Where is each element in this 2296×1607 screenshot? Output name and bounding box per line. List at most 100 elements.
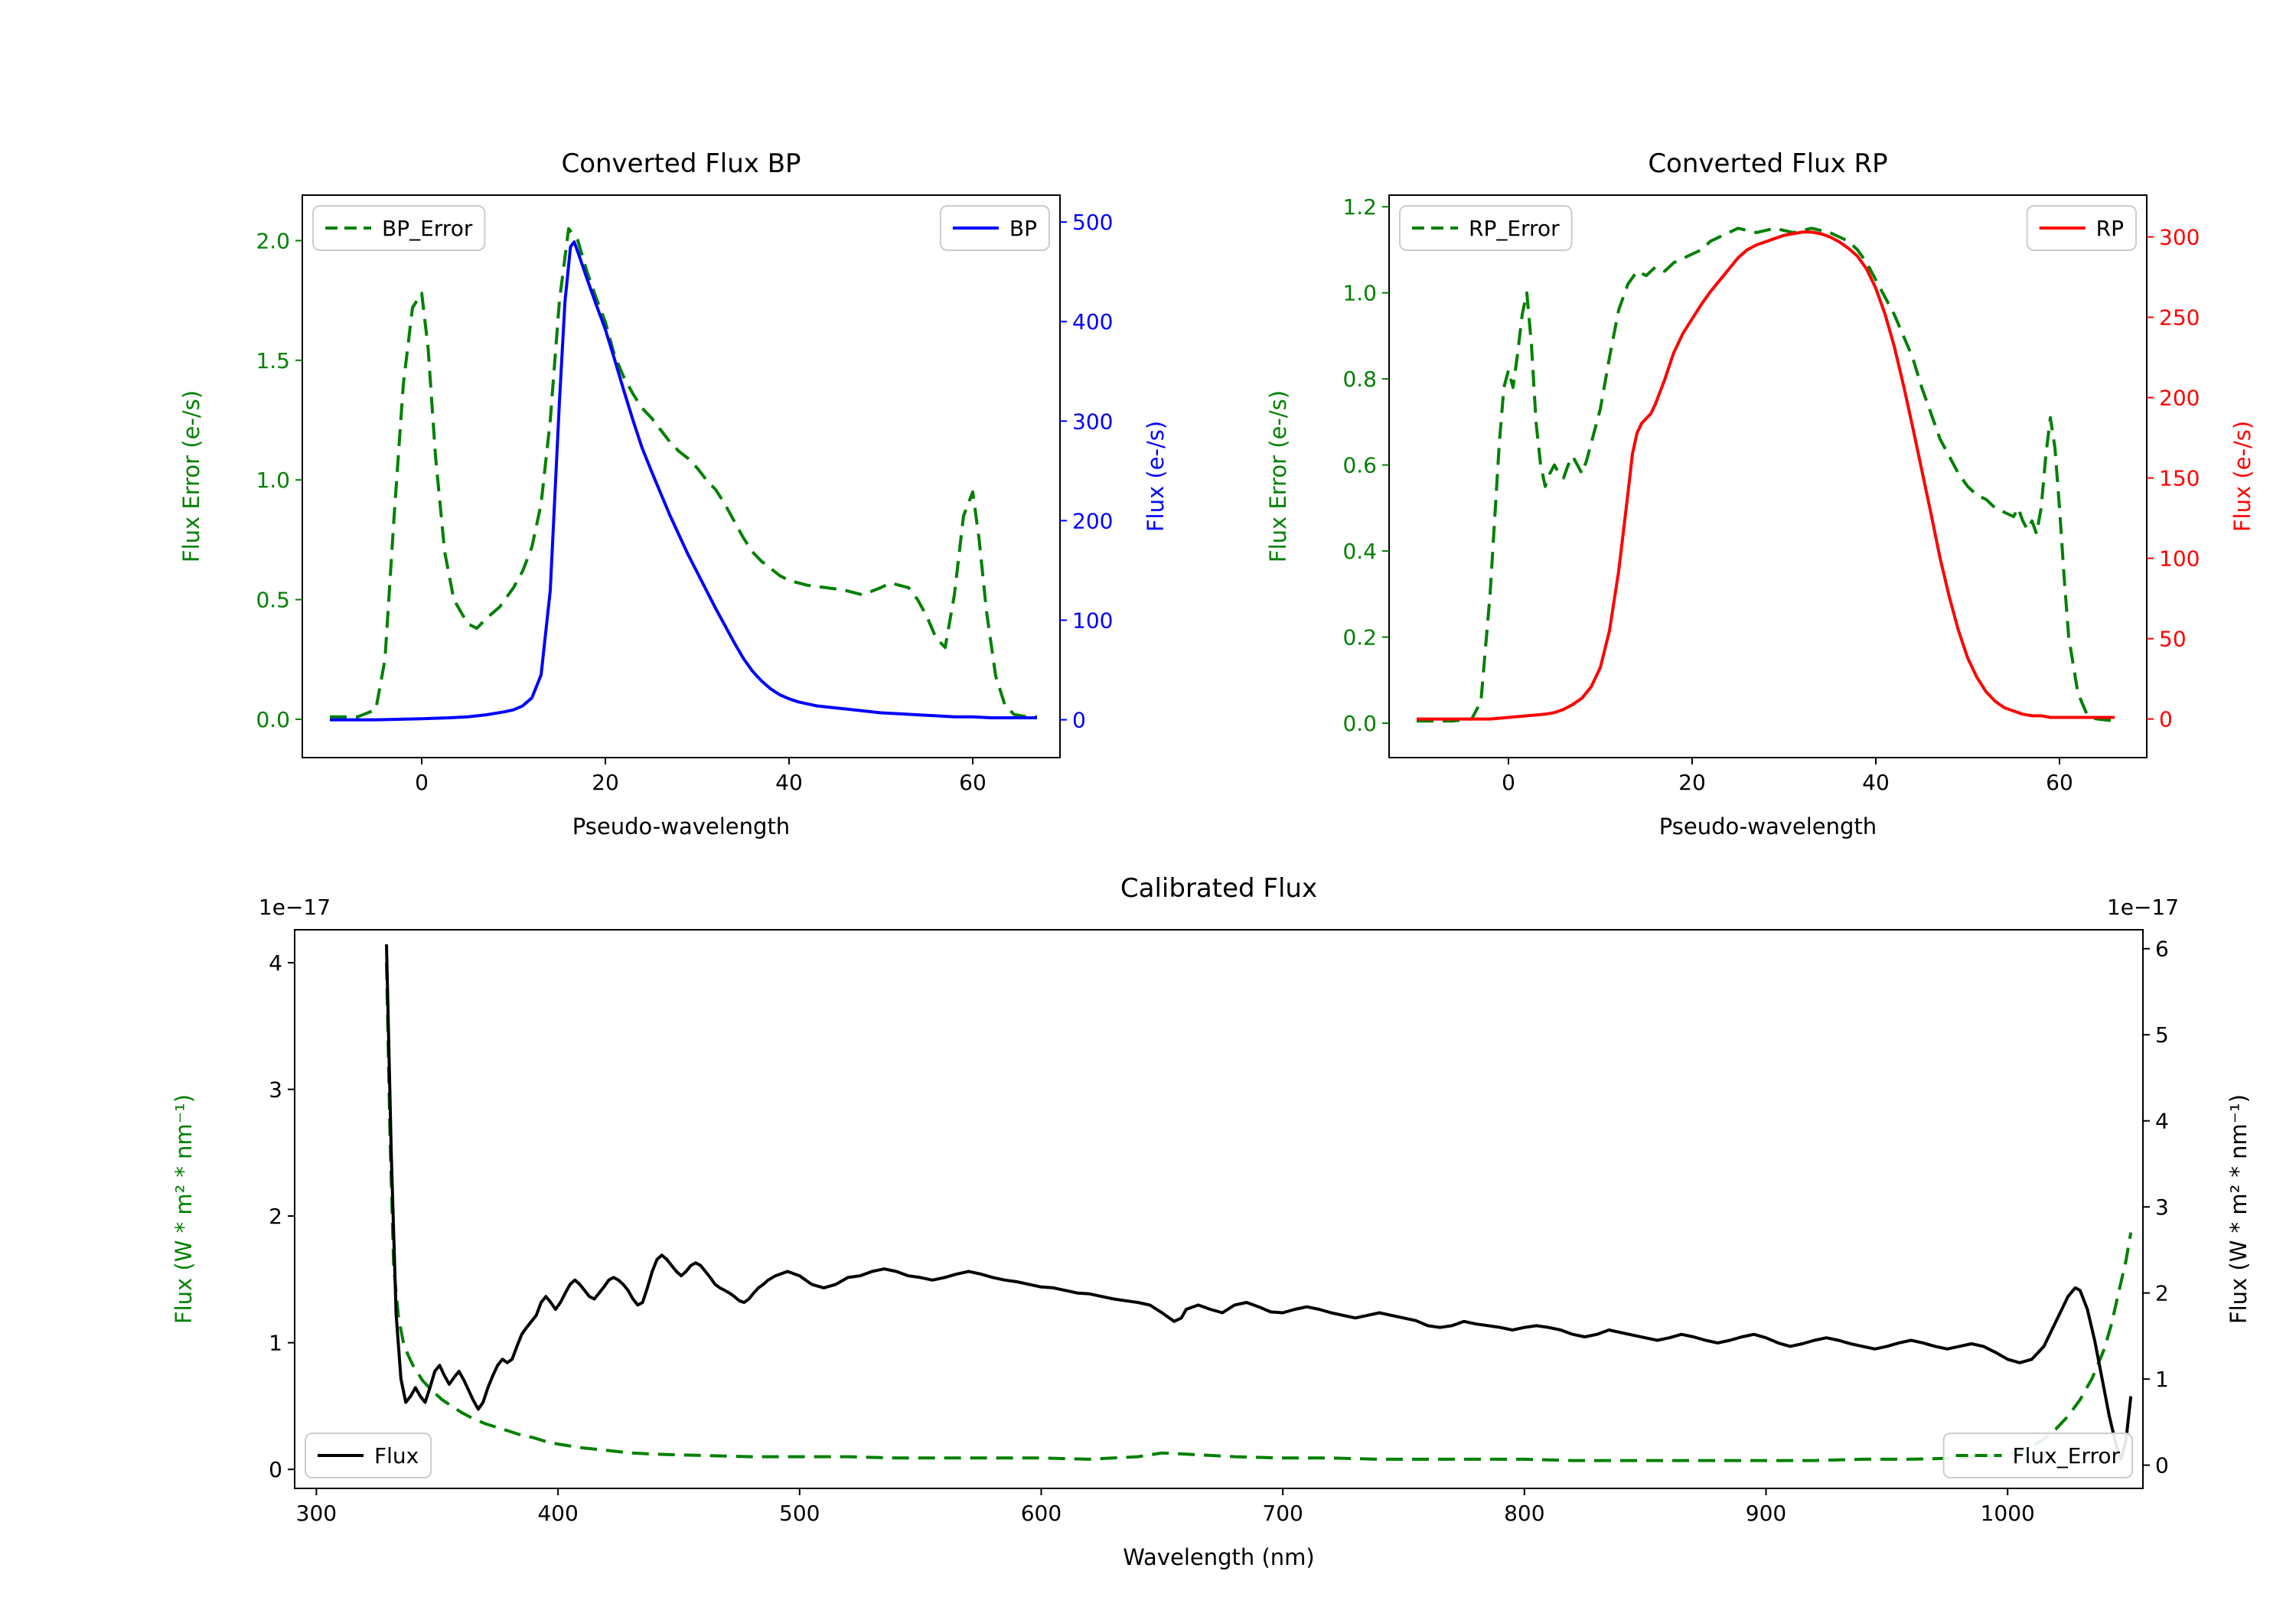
y-tick-label-left: 0.4 bbox=[1342, 539, 1377, 564]
y-tick-label-right: 200 bbox=[1072, 508, 1113, 533]
legend-label: BP bbox=[1009, 216, 1037, 241]
x-tick-label: 40 bbox=[1862, 770, 1890, 795]
y-tick-label-right: 0 bbox=[2159, 707, 2173, 732]
x-tick-label: 0 bbox=[415, 770, 429, 795]
x-tick-label: 60 bbox=[959, 770, 987, 795]
y-axis-label-right: Flux (e-/s) bbox=[1143, 421, 1169, 532]
axes-frame bbox=[302, 194, 1061, 758]
y-tick-label-right: 400 bbox=[1072, 309, 1113, 334]
y-tick-label-right: 300 bbox=[2159, 225, 2200, 250]
x-tick-label: 700 bbox=[1262, 1501, 1303, 1526]
x-tick-label: 40 bbox=[775, 770, 803, 795]
x-tick-label: 20 bbox=[1678, 770, 1706, 795]
bp-error-curve bbox=[330, 227, 1037, 719]
x-axis-label: Pseudo-wavelength bbox=[1659, 813, 1877, 839]
legend-label: BP_Error bbox=[382, 216, 473, 241]
legend-flux: Flux bbox=[305, 1433, 432, 1478]
x-tick-label: 500 bbox=[779, 1501, 820, 1526]
plot-area bbox=[330, 227, 1037, 722]
y-tick-label-right: 100 bbox=[2159, 546, 2200, 572]
x-axis-label: Pseudo-wavelength bbox=[572, 813, 790, 839]
y-tick-label-right: 4 bbox=[2155, 1109, 2169, 1134]
y-tick-label-right: 100 bbox=[1072, 608, 1113, 633]
y-tick-label-left: 0.2 bbox=[1342, 625, 1377, 650]
chart-title: Converted Flux RP bbox=[1648, 148, 1887, 179]
axes-frame bbox=[294, 929, 2144, 1489]
legend-rp: RP bbox=[2026, 205, 2137, 251]
y-axis-label-right: Flux (W * m² * nm⁻¹) bbox=[2226, 1094, 2252, 1324]
chart-title: Calibrated Flux bbox=[1120, 873, 1317, 904]
y-tick-label-left: 4 bbox=[269, 950, 282, 976]
y-axis-label-left: Flux Error (e-/s) bbox=[178, 390, 204, 562]
y-tick-label-left: 0.6 bbox=[1342, 453, 1377, 478]
legend-box bbox=[1942, 1433, 2133, 1478]
y-tick-label-left: 0.0 bbox=[1342, 711, 1377, 736]
chart-calibrated-flux: 300 400 500 600 700 800 900 1000 0 1 2 3 4 0 1 2 3 4 5 6 Cal… bbox=[171, 873, 2252, 1570]
y-tick-label-left: 0.8 bbox=[1342, 367, 1377, 392]
y-tick-label-right: 3 bbox=[2155, 1195, 2169, 1220]
y-tick-label-left: 0 bbox=[269, 1457, 282, 1482]
y-tick-label-left: 0.0 bbox=[256, 707, 290, 732]
y-tick-label-right: 300 bbox=[1072, 409, 1113, 434]
y-tick-label-right: 50 bbox=[2159, 627, 2187, 652]
x-tick-label: 800 bbox=[1504, 1501, 1544, 1526]
legend-label: RP_Error bbox=[1469, 216, 1560, 241]
legend-label: Flux_Error bbox=[2013, 1443, 2121, 1468]
x-tick-label: 20 bbox=[592, 770, 619, 795]
offset-text-right: 1e−17 bbox=[2107, 895, 2179, 920]
axes-frame bbox=[1388, 194, 2148, 758]
x-tick-label: 0 bbox=[1502, 770, 1515, 795]
y-tick-label-left: 3 bbox=[269, 1077, 282, 1103]
y-tick-label-right: 150 bbox=[2159, 466, 2200, 491]
legend-rp-error: RP_Error bbox=[1399, 205, 1573, 251]
y-tick-label-right: 200 bbox=[2159, 386, 2200, 411]
legend-flux-error: Flux_Error bbox=[1942, 1433, 2133, 1478]
y-tick-label-left: 0.5 bbox=[256, 588, 290, 613]
plot-area bbox=[385, 944, 2133, 1462]
y-tick-label-right: 0 bbox=[1072, 708, 1086, 733]
y-axis-label-left: Flux (W * m² * nm⁻¹) bbox=[171, 1094, 197, 1324]
x-tick-label: 1000 bbox=[1981, 1501, 2035, 1526]
y-tick-label-left: 2.0 bbox=[256, 228, 290, 253]
x-tick-label: 400 bbox=[537, 1501, 578, 1526]
y-tick-label-left: 1.0 bbox=[256, 468, 290, 493]
y-tick-label-left: 1 bbox=[269, 1331, 282, 1356]
y-tick-label-right: 500 bbox=[1072, 210, 1113, 235]
chart-title: Converted Flux BP bbox=[561, 148, 801, 179]
y-tick-label-left: 1.2 bbox=[1342, 194, 1377, 220]
flux-curve bbox=[385, 944, 2133, 1461]
x-axis-label: Wavelength (nm) bbox=[1123, 1544, 1315, 1570]
legend-box bbox=[312, 205, 486, 251]
y-tick-label-left: 1.0 bbox=[1342, 281, 1377, 306]
rp-error-curve bbox=[1417, 227, 2115, 723]
x-tick-label: 300 bbox=[296, 1501, 337, 1526]
y-tick-label-right: 2 bbox=[2155, 1281, 2169, 1306]
y-tick-label-right: 250 bbox=[2159, 305, 2200, 331]
y-axis-label-left: Flux Error (e-/s) bbox=[1265, 390, 1291, 562]
offset-text-left: 1e−17 bbox=[259, 895, 331, 920]
x-tick-label: 900 bbox=[1746, 1501, 1786, 1526]
bp-curve bbox=[330, 240, 1037, 722]
x-tick-label: 60 bbox=[2046, 770, 2073, 795]
legend-bp-error: BP_Error bbox=[312, 205, 486, 251]
y-tick-label-left: 2 bbox=[269, 1204, 282, 1229]
legend-label: RP bbox=[2096, 216, 2124, 241]
plot-area bbox=[1417, 227, 2115, 723]
y-tick-label-right: 1 bbox=[2155, 1367, 2169, 1392]
legend-box bbox=[305, 1433, 432, 1478]
legend-label: Flux bbox=[374, 1443, 419, 1468]
rp-curve bbox=[1417, 230, 2115, 721]
y-tick-label-right: 5 bbox=[2155, 1022, 2169, 1048]
y-tick-label-left: 1.5 bbox=[256, 348, 290, 373]
x-tick-label: 600 bbox=[1021, 1501, 1062, 1526]
chart-converted-flux-rp: 0 20 40 60 0.0 0.2 0.4 0.6 0.8 1.0 1.2 0 50 100 150 200… bbox=[1265, 148, 2255, 839]
y-tick-label-right: 6 bbox=[2155, 937, 2169, 962]
flux-error-curve bbox=[385, 962, 2133, 1462]
legend-bp: BP bbox=[939, 205, 1050, 251]
chart-converted-flux-bp: 0 20 40 60 0.0 0.5 1.0 1.5 2.0 0 100 200 300 400 500 Co… bbox=[178, 148, 1169, 839]
y-axis-label-right: Flux (e-/s) bbox=[2229, 421, 2255, 532]
y-tick-label-right: 0 bbox=[2155, 1453, 2169, 1478]
legend-box bbox=[1399, 205, 1573, 251]
